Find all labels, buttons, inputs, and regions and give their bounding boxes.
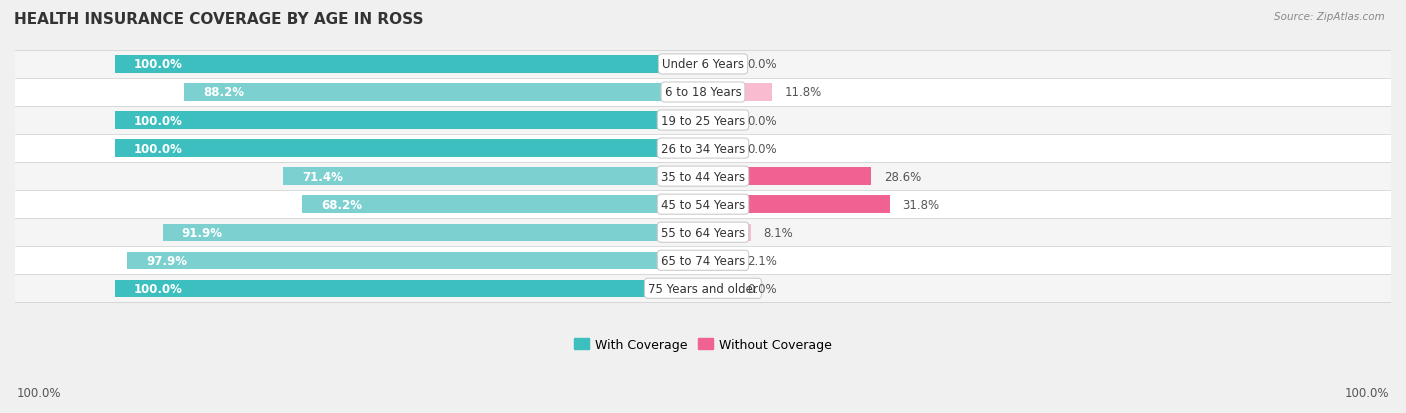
Text: HEALTH INSURANCE COVERAGE BY AGE IN ROSS: HEALTH INSURANCE COVERAGE BY AGE IN ROSS bbox=[14, 12, 423, 27]
Bar bbox=[302, 196, 703, 214]
Bar bbox=[15, 191, 1391, 218]
Text: 88.2%: 88.2% bbox=[204, 86, 245, 99]
Bar bbox=[115, 112, 703, 129]
Text: 68.2%: 68.2% bbox=[321, 198, 361, 211]
Text: 8.1%: 8.1% bbox=[763, 226, 793, 239]
Text: 0.0%: 0.0% bbox=[747, 58, 776, 71]
Text: 55 to 64 Years: 55 to 64 Years bbox=[661, 226, 745, 239]
Text: 0.0%: 0.0% bbox=[747, 142, 776, 155]
Text: Under 6 Years: Under 6 Years bbox=[662, 58, 744, 71]
Text: 0.0%: 0.0% bbox=[747, 282, 776, 295]
Bar bbox=[128, 252, 703, 269]
Text: 100.0%: 100.0% bbox=[17, 386, 62, 399]
Bar bbox=[15, 247, 1391, 275]
Text: 97.9%: 97.9% bbox=[146, 254, 187, 267]
Bar bbox=[703, 224, 751, 241]
Text: 100.0%: 100.0% bbox=[1344, 386, 1389, 399]
Text: 2.1%: 2.1% bbox=[747, 254, 776, 267]
Bar bbox=[115, 56, 703, 74]
Bar bbox=[15, 163, 1391, 191]
Text: 6 to 18 Years: 6 to 18 Years bbox=[665, 86, 741, 99]
Bar bbox=[15, 79, 1391, 107]
Bar bbox=[703, 112, 734, 129]
Text: 35 to 44 Years: 35 to 44 Years bbox=[661, 170, 745, 183]
Legend: With Coverage, Without Coverage: With Coverage, Without Coverage bbox=[569, 333, 837, 356]
Bar bbox=[15, 107, 1391, 135]
Bar bbox=[184, 84, 703, 102]
Bar bbox=[15, 218, 1391, 247]
Text: 19 to 25 Years: 19 to 25 Years bbox=[661, 114, 745, 127]
Text: 26 to 34 Years: 26 to 34 Years bbox=[661, 142, 745, 155]
Bar bbox=[15, 51, 1391, 79]
Text: 100.0%: 100.0% bbox=[134, 142, 183, 155]
Bar bbox=[703, 168, 872, 185]
Bar bbox=[703, 140, 734, 157]
Bar bbox=[703, 84, 772, 102]
Bar bbox=[15, 275, 1391, 303]
Bar bbox=[703, 56, 734, 74]
Text: 31.8%: 31.8% bbox=[903, 198, 939, 211]
Bar bbox=[703, 252, 734, 269]
Text: 100.0%: 100.0% bbox=[134, 114, 183, 127]
Text: 91.9%: 91.9% bbox=[181, 226, 222, 239]
Bar bbox=[703, 196, 890, 214]
Text: Source: ZipAtlas.com: Source: ZipAtlas.com bbox=[1274, 12, 1385, 22]
Text: 75 Years and older: 75 Years and older bbox=[648, 282, 758, 295]
Bar bbox=[703, 280, 734, 297]
Text: 100.0%: 100.0% bbox=[134, 282, 183, 295]
Text: 11.8%: 11.8% bbox=[785, 86, 823, 99]
Text: 45 to 54 Years: 45 to 54 Years bbox=[661, 198, 745, 211]
Bar bbox=[283, 168, 703, 185]
Text: 0.0%: 0.0% bbox=[747, 114, 776, 127]
Text: 71.4%: 71.4% bbox=[302, 170, 343, 183]
Text: 28.6%: 28.6% bbox=[883, 170, 921, 183]
Bar bbox=[115, 140, 703, 157]
Text: 65 to 74 Years: 65 to 74 Years bbox=[661, 254, 745, 267]
Bar bbox=[163, 224, 703, 241]
Bar bbox=[15, 135, 1391, 163]
Bar bbox=[115, 280, 703, 297]
Text: 100.0%: 100.0% bbox=[134, 58, 183, 71]
